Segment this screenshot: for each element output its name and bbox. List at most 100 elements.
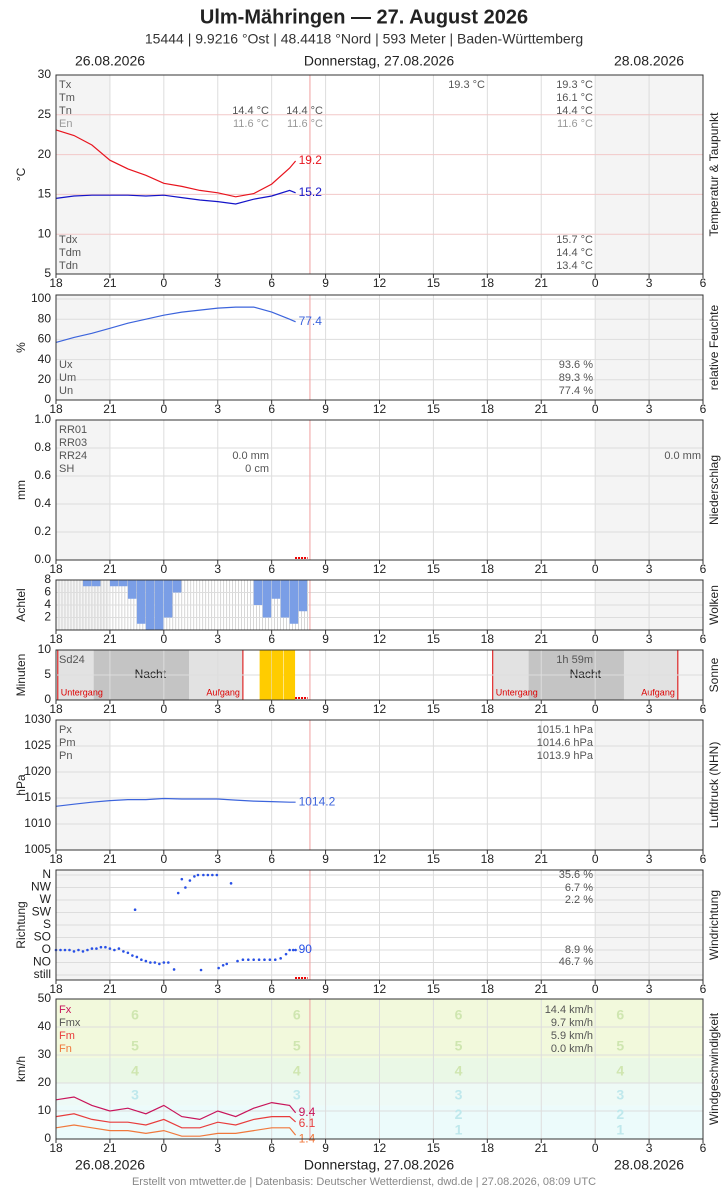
stat-note: Ux	[59, 359, 73, 371]
stat-note: 77.4 %	[559, 385, 593, 397]
x-tick-label: 21	[103, 276, 117, 290]
x-tick-label: 3	[646, 402, 653, 416]
direction-point	[211, 873, 214, 877]
end-value-label: 9.4	[299, 1105, 316, 1119]
y-tick-label: 0.4	[34, 496, 51, 510]
end-value-label: 1014.2	[299, 794, 336, 808]
x-tick-label: 12	[373, 702, 387, 716]
bar	[259, 650, 272, 700]
direction-point	[221, 963, 225, 967]
x-tick-label: 0	[160, 276, 167, 290]
stat-note: Un	[59, 385, 73, 397]
bar	[289, 580, 299, 624]
stat-note: Um	[59, 372, 76, 384]
direction-point	[199, 968, 203, 972]
direction-point	[144, 959, 148, 963]
stat-note: 0 cm	[245, 463, 269, 475]
x-tick-label: 3	[646, 852, 653, 866]
direction-point	[108, 947, 112, 950]
y-tick-label: 10	[38, 226, 52, 240]
series-line	[55, 189, 296, 205]
side-label: Temperatur & Taupunkt	[707, 112, 721, 237]
series-line	[55, 1124, 297, 1137]
stat-note: 14.4 °C	[556, 247, 593, 259]
direction-point	[206, 873, 210, 877]
direction-point	[99, 945, 103, 949]
x-tick-label: 9	[322, 702, 329, 716]
legend-entry: Fmx	[59, 1017, 81, 1029]
x-tick-label: 6	[700, 562, 707, 576]
x-tick-label: 0	[592, 1141, 599, 1155]
direction-point	[288, 948, 291, 952]
night-shade	[56, 420, 110, 560]
beaufort-label: 1	[455, 1121, 463, 1137]
y-axis-label: Richtung	[14, 901, 28, 948]
end-value-label: 1.4	[299, 1131, 316, 1145]
stat-note: Tdn	[59, 260, 78, 272]
x-tick-label: 9	[322, 982, 329, 996]
page-title: Ulm-Mähringen — 27. August 2026	[200, 6, 528, 28]
x-tick-label: 21	[535, 402, 549, 416]
x-tick-label: 6	[700, 702, 707, 716]
side-label: Windgeschwindigkeit	[707, 1012, 721, 1125]
x-tick-label: 21	[535, 1141, 549, 1155]
direction-point	[153, 961, 157, 964]
bar	[109, 580, 119, 587]
y-tick-label: 0	[44, 692, 51, 706]
stat-note: Pm	[59, 737, 76, 749]
x-tick-label: 18	[481, 852, 495, 866]
stat-note: 9.7 km/h	[551, 1017, 593, 1029]
x-tick-label: 9	[322, 562, 329, 576]
beaufort-label: 2	[455, 1106, 463, 1122]
direction-point	[86, 948, 89, 952]
date-left: 26.08.2026	[75, 1157, 145, 1173]
direction-point	[162, 961, 166, 964]
x-tick-label: 3	[646, 1141, 653, 1155]
night-label: Nacht	[135, 667, 167, 681]
y-tick-label: 2	[44, 610, 51, 624]
x-tick-label: 15	[427, 276, 441, 290]
series-line	[55, 1113, 296, 1129]
y-tick-label: 25	[38, 107, 52, 121]
bar	[82, 580, 92, 587]
y-tick-label: 0	[44, 392, 51, 406]
x-tick-label: 21	[535, 632, 549, 646]
direction-point	[122, 950, 125, 953]
bar	[271, 650, 284, 700]
night-shade	[56, 75, 110, 274]
y-axis-label: °C	[14, 167, 28, 181]
stat-note: 11.6 °C	[233, 118, 269, 130]
stat-note: 35.6 %	[559, 869, 593, 881]
y-tick-label: 6	[44, 585, 51, 599]
stat-note: En	[59, 118, 72, 130]
direction-point	[135, 955, 139, 959]
date-center: Donnerstag, 27.08.2026	[304, 1157, 454, 1173]
direction-point	[291, 948, 295, 952]
direction-point	[63, 948, 67, 952]
side-label: Windrichtung	[707, 890, 721, 960]
x-tick-label: 15	[427, 982, 441, 996]
beaufort-label: 3	[131, 1086, 139, 1102]
series-line	[55, 1096, 297, 1121]
direction-point	[140, 958, 143, 962]
x-tick-label: 15	[427, 1141, 441, 1155]
y-tick-label: 0.0	[34, 552, 51, 566]
direction-point	[193, 875, 196, 878]
y-tick-label: 60	[38, 332, 52, 346]
bar	[163, 580, 173, 618]
direction-point	[172, 968, 176, 971]
x-tick-label: 0	[592, 852, 599, 866]
direction-point	[126, 951, 130, 955]
x-tick-label: 0	[592, 982, 599, 996]
plot-frame	[55, 294, 704, 401]
direction-point	[117, 947, 121, 950]
x-tick-label: 9	[322, 632, 329, 646]
x-tick-label: 18	[49, 852, 63, 866]
x-tick-label: 6	[268, 982, 275, 996]
date-right: 28.08.2026	[614, 53, 684, 69]
stat-note: SH	[59, 463, 74, 475]
direction-point	[149, 961, 152, 964]
direction-point	[247, 958, 250, 962]
y-tick-label: 1005	[24, 842, 51, 856]
x-tick-label: 0	[592, 276, 599, 290]
